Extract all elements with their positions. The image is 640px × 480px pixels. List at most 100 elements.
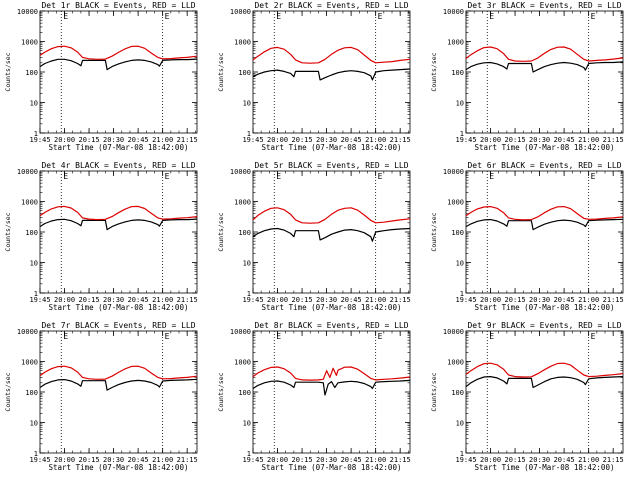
y-tick-label: 10000 xyxy=(230,168,251,176)
event-marker-label: E xyxy=(489,332,494,341)
event-marker-label: E xyxy=(591,332,596,341)
event-marker-label: E xyxy=(165,332,170,341)
x-tick-label: 20:30 xyxy=(103,296,124,304)
x-tick-label: 20:45 xyxy=(341,136,362,144)
x-tick-label: 20:00 xyxy=(480,136,501,144)
x-tick-label: 20:15 xyxy=(79,296,100,304)
chart-title: Det 2r BLACK = Events, RED = LLD xyxy=(254,1,408,10)
y-tick-label: 100 xyxy=(25,389,38,397)
x-tick-label: 20:30 xyxy=(529,136,550,144)
y-tick-label: 10 xyxy=(30,100,38,108)
x-axis-label: Start Time (07-Mar-08 18:42:00) xyxy=(262,463,402,472)
x-tick-label: 21:00 xyxy=(152,456,173,464)
plot-frame xyxy=(39,10,198,134)
x-axis-label: Start Time (07-Mar-08 18:42:00) xyxy=(49,463,189,472)
x-tick-label: 20:15 xyxy=(79,456,100,464)
events-series-line xyxy=(39,58,198,71)
chart-panel-5: Det 5r BLACK = Events, RED = LLD 1 10 100 10… xyxy=(217,161,411,312)
y-axis-label: Counts/sec xyxy=(430,372,438,411)
y-tick-label: 10 xyxy=(243,420,251,428)
x-tick-label: 21:15 xyxy=(390,456,411,464)
chart-panel-8: Det 8r BLACK = Events, RED = LLD 1 10 100 10… xyxy=(217,321,411,472)
event-marker-label: E xyxy=(591,172,596,181)
y-tick-label: 10000 xyxy=(17,168,38,176)
x-tick-label: 21:00 xyxy=(152,296,173,304)
lld-series-line xyxy=(252,207,411,224)
x-tick-label: 19:45 xyxy=(455,136,476,144)
lld-series-line xyxy=(39,45,198,60)
chart-panel-1: Det 1r BLACK = Events, RED = LLD 1 10 100 10… xyxy=(4,1,198,152)
chart-panel-4: Det 4r BLACK = Events, RED = LLD 1 10 100 10… xyxy=(4,161,198,312)
events-series-line xyxy=(252,227,411,242)
y-axis-label: Counts/sec xyxy=(4,372,12,411)
x-tick-label: 21:15 xyxy=(603,296,624,304)
lld-series-line xyxy=(465,205,624,221)
plot-frame xyxy=(465,10,624,134)
x-tick-label: 21:15 xyxy=(177,136,198,144)
x-tick-label: 21:00 xyxy=(152,136,173,144)
x-axis-label: Start Time (07-Mar-08 18:42:00) xyxy=(49,143,189,152)
x-tick-label: 20:45 xyxy=(128,136,149,144)
event-marker-label: E xyxy=(591,12,596,21)
x-tick-label: 19:45 xyxy=(29,456,50,464)
y-tick-label: 10 xyxy=(243,260,251,268)
y-axis-label: Counts/sec xyxy=(217,52,225,91)
y-tick-label: 100 xyxy=(238,69,251,77)
chart-title: Det 1r BLACK = Events, RED = LLD xyxy=(41,1,195,10)
chart-title: Det 4r BLACK = Events, RED = LLD xyxy=(41,161,195,170)
event-marker-label: E xyxy=(276,172,281,181)
x-tick-label: 20:45 xyxy=(554,136,575,144)
x-tick-label: 20:30 xyxy=(316,456,337,464)
plot-frame xyxy=(252,10,411,134)
y-tick-label: 1 xyxy=(460,290,464,298)
events-series-line xyxy=(465,61,624,73)
chart-title: Det 7r BLACK = Events, RED = LLD xyxy=(41,321,195,330)
y-tick-label: 1 xyxy=(247,450,251,458)
x-tick-label: 20:00 xyxy=(54,136,75,144)
x-tick-label: 20:15 xyxy=(505,136,526,144)
y-tick-label: 10000 xyxy=(443,8,464,16)
y-tick-label: 1 xyxy=(34,130,38,138)
x-tick-label: 20:30 xyxy=(529,456,550,464)
y-tick-label: 1000 xyxy=(234,199,251,207)
event-marker-label: E xyxy=(276,12,281,21)
x-tick-label: 20:00 xyxy=(267,296,288,304)
chart-title: Det 5r BLACK = Events, RED = LLD xyxy=(254,161,408,170)
x-tick-label: 20:15 xyxy=(292,296,313,304)
y-tick-label: 10 xyxy=(456,100,464,108)
y-tick-label: 10000 xyxy=(230,8,251,16)
x-tick-label: 20:30 xyxy=(103,136,124,144)
events-series-line xyxy=(39,378,198,391)
y-tick-label: 10000 xyxy=(17,328,38,336)
event-marker-label: E xyxy=(63,332,68,341)
event-marker-label: E xyxy=(165,172,170,181)
y-tick-label: 10 xyxy=(30,260,38,268)
chart-panel-3: Det 3r BLACK = Events, RED = LLD 1 10 100 10… xyxy=(430,1,624,152)
y-tick-label: 1 xyxy=(34,450,38,458)
y-axis-label: Counts/sec xyxy=(217,372,225,411)
x-tick-label: 20:00 xyxy=(267,136,288,144)
x-axis-label: Start Time (07-Mar-08 18:42:00) xyxy=(475,303,615,312)
x-tick-label: 20:00 xyxy=(480,456,501,464)
x-tick-label: 21:00 xyxy=(578,456,599,464)
events-series-line xyxy=(252,379,411,396)
lld-series-line xyxy=(39,365,198,380)
x-tick-label: 20:00 xyxy=(480,296,501,304)
events-series-line xyxy=(39,218,198,231)
event-marker-label: E xyxy=(378,332,383,341)
y-axis-label: Counts/sec xyxy=(4,212,12,251)
x-tick-label: 21:15 xyxy=(390,136,411,144)
chart-panel-7: Det 7r BLACK = Events, RED = LLD 1 10 100 10… xyxy=(4,321,198,472)
y-tick-label: 10 xyxy=(456,420,464,428)
x-tick-label: 20:15 xyxy=(292,456,313,464)
x-tick-label: 20:45 xyxy=(554,456,575,464)
lld-series-line xyxy=(465,362,624,378)
x-tick-label: 21:15 xyxy=(603,456,624,464)
x-tick-label: 21:00 xyxy=(365,136,386,144)
x-tick-label: 20:45 xyxy=(341,456,362,464)
x-tick-label: 20:00 xyxy=(54,456,75,464)
x-tick-label: 19:45 xyxy=(455,456,476,464)
x-axis-label: Start Time (07-Mar-08 18:42:00) xyxy=(49,303,189,312)
y-tick-label: 10000 xyxy=(17,8,38,16)
